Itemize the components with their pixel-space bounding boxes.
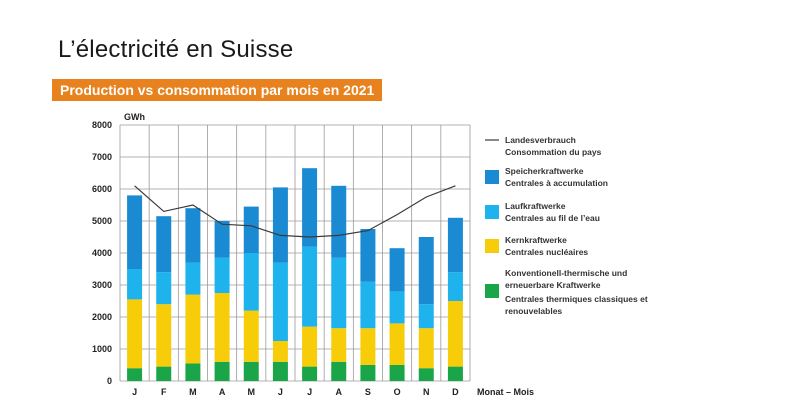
bar-segment-1 (418, 328, 434, 369)
bar-segment-2 (156, 272, 172, 305)
bar-segment-1 (331, 328, 347, 362)
legend: Landesverbrauch Consommation du pays Speic… (485, 135, 648, 316)
bar-segment-1 (214, 293, 230, 362)
bar-segment-0 (156, 366, 172, 381)
x-tick-label: O (394, 387, 401, 397)
bar-segment-2 (331, 257, 347, 329)
bar-segment-3 (302, 168, 318, 247)
legend-label: Konventionell-thermische und (505, 268, 627, 278)
legend-label: Speicherkraftwerke (505, 166, 584, 176)
y-tick-label: 5000 (92, 216, 112, 226)
bar-segment-1 (156, 304, 172, 367)
y-tick-label: 0 (107, 376, 112, 386)
y-tick-label: 3000 (92, 280, 112, 290)
bar-segment-0 (418, 368, 434, 381)
bar-segment-0 (185, 363, 201, 381)
x-axis-label: Monat – Mois (477, 387, 534, 397)
legend-swatch (485, 170, 499, 184)
bar-segment-2 (272, 262, 288, 341)
x-tick-label: D (452, 387, 459, 397)
bar-segment-3 (272, 187, 288, 263)
bar-segment-1 (302, 326, 318, 367)
bar-segment-1 (185, 294, 201, 364)
bar-segment-2 (127, 269, 143, 300)
y-tick-label: 2000 (92, 312, 112, 322)
bar-segment-1 (243, 310, 259, 362)
legend-label: Consommation du pays (505, 147, 602, 157)
y-tick-label: 6000 (92, 184, 112, 194)
consumption-line-path (134, 185, 456, 238)
bar-segment-1 (127, 299, 143, 369)
bar-segment-3 (360, 229, 376, 282)
legend-label: Centrales au fil de l’eau (505, 213, 600, 223)
bar-segment-0 (272, 361, 288, 381)
x-tick-label: M (248, 387, 256, 397)
bar-segment-0 (360, 365, 376, 381)
subtitle-badge: Production vs consommation par mois en 2… (52, 79, 383, 101)
x-tick-label: A (219, 387, 226, 397)
x-tick-label: A (336, 387, 343, 397)
x-tick-label: N (423, 387, 430, 397)
x-tick-label: J (132, 387, 137, 397)
bar-segment-3 (447, 217, 463, 273)
legend-label: Landesverbrauch (505, 135, 576, 145)
x-tick-label: J (278, 387, 283, 397)
bar-segment-0 (243, 361, 259, 381)
bar-segment-0 (447, 366, 463, 381)
legend-label: Centrales à accumulation (505, 178, 608, 188)
bar-segment-0 (302, 366, 318, 381)
bar-segment-1 (360, 328, 376, 365)
bar-segment-2 (214, 257, 230, 293)
page-title: L’électricité en Suisse (58, 36, 294, 63)
bar-segment-3 (389, 248, 405, 292)
bar-segment-0 (127, 368, 143, 381)
bar-segment-3 (243, 206, 259, 253)
bar-segment-3 (331, 185, 347, 258)
x-tick-label: S (365, 387, 371, 397)
bar-segment-2 (447, 272, 463, 301)
bar-segment-0 (214, 361, 230, 381)
axes: 0 1000 2000 3000 4000 5000 6000 7000 8000 GWh J F M A… (92, 112, 534, 397)
bar-segment-2 (185, 262, 201, 295)
bar-segment-2 (302, 246, 318, 327)
bar-segment-2 (389, 291, 405, 324)
x-tick-label: F (161, 387, 167, 397)
bar-segment-1 (272, 341, 288, 362)
legend-label: renouvelables (505, 306, 562, 316)
bar-segment-0 (331, 361, 347, 381)
legend-swatch (485, 205, 499, 219)
legend-swatch (485, 239, 499, 253)
bar-segment-0 (389, 365, 405, 381)
bar-segment-3 (418, 237, 434, 305)
legend-swatch (485, 284, 499, 298)
y-tick-label: 4000 (92, 248, 112, 258)
bar-segment-3 (185, 208, 201, 263)
x-tick-label: J (307, 387, 312, 397)
legend-label: Laufkraftwerke (505, 201, 566, 211)
bar-segment-2 (360, 281, 376, 329)
bar-segment-3 (127, 195, 143, 269)
grid (119, 124, 471, 382)
x-tick-label: M (189, 387, 197, 397)
bar-segment-2 (418, 304, 434, 329)
legend-label: Kernkraftwerke (505, 235, 567, 245)
legend-label: erneuerbare Kraftwerke (505, 280, 601, 290)
legend-label: Centrales thermiques classiques et (505, 294, 648, 304)
y-axis-label: GWh (124, 112, 145, 122)
bars (127, 168, 463, 381)
y-tick-label: 1000 (92, 344, 112, 354)
consumption-line (134, 185, 456, 238)
y-tick-label: 8000 (92, 120, 112, 130)
bar-segment-2 (243, 253, 259, 311)
bar-segment-3 (156, 216, 172, 273)
bar-segment-3 (214, 221, 230, 258)
bar-segment-1 (389, 323, 405, 365)
y-tick-label: 7000 (92, 152, 112, 162)
bar-segment-1 (447, 301, 463, 367)
legend-label: Centrales nucléaires (505, 247, 588, 257)
